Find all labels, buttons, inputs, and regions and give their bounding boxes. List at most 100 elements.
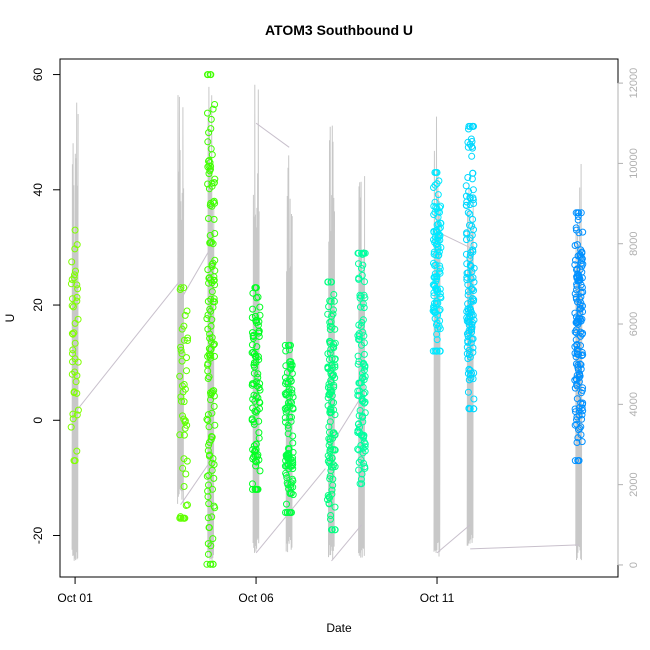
point-0-33: [69, 350, 76, 358]
point-2-10: [211, 101, 219, 108]
y2-tick-label-0: 0: [628, 562, 640, 568]
point-5-33: [324, 402, 332, 410]
point-6-91: [360, 390, 368, 398]
point-5-114: [327, 512, 335, 519]
point-0-23: [73, 297, 81, 305]
point-2-11: [207, 115, 215, 123]
point-7-106: [436, 347, 444, 355]
point-4-95: [282, 509, 289, 516]
point-9-130: [573, 266, 580, 274]
point-2-133: [210, 179, 218, 187]
point-1-44: [180, 415, 188, 423]
point-9-142: [571, 457, 579, 465]
point-2-31: [210, 295, 218, 303]
point-8-123: [469, 246, 477, 254]
point-4-87: [284, 445, 292, 452]
point-9-138: [575, 229, 583, 237]
point-8-129: [464, 281, 472, 289]
point-2-139: [204, 367, 212, 375]
point-1-11: [183, 307, 191, 315]
point-4-47: [288, 386, 296, 394]
point-9-83: [574, 320, 582, 328]
point-4-64: [288, 370, 296, 377]
x-axis-title: Date: [326, 621, 352, 635]
point-2-113: [206, 239, 214, 247]
point-5-36: [324, 310, 332, 318]
point-9-36: [578, 349, 586, 356]
y2-tick-label-2: 4000: [628, 392, 640, 416]
point-9-143: [578, 274, 586, 282]
point-7-19: [433, 336, 441, 344]
point-6-min: [358, 480, 366, 488]
point-6-72: [361, 294, 369, 302]
point-8-114: [464, 143, 472, 151]
point-6-21: [360, 304, 368, 312]
point-2-112: [209, 303, 217, 311]
point-2-14: [208, 409, 216, 417]
point-2-76: [205, 471, 213, 479]
point-9-147: [574, 361, 582, 369]
point-0-34: [74, 358, 82, 366]
point-3-71: [255, 333, 263, 340]
point-8-18: [464, 300, 472, 308]
point-6-6: [354, 360, 362, 368]
point-5-108: [325, 441, 333, 449]
point-8-117: [468, 122, 476, 130]
point-2-54: [206, 232, 214, 239]
y-tick-label-1: 0: [31, 417, 45, 424]
point-1-38: [177, 284, 185, 292]
point-8-99: [463, 276, 471, 284]
point-8-101: [469, 169, 477, 177]
point-2-51: [208, 151, 216, 159]
point-6-85: [358, 265, 365, 272]
point-7-91: [429, 281, 437, 289]
point-5-98: [329, 434, 337, 442]
point-2-93: [204, 550, 212, 558]
point-1-1: [180, 431, 188, 439]
point-1-25: [183, 354, 190, 362]
point-3-86: [253, 453, 261, 460]
point-0-8: [70, 274, 78, 282]
point-8-122: [463, 314, 471, 322]
point-1-36: [180, 322, 188, 330]
point-8-67: [464, 287, 472, 295]
point-7-96: [433, 319, 441, 327]
point-6-55: [355, 358, 363, 365]
point-3-35: [249, 404, 257, 412]
point-0-26: [72, 267, 79, 275]
point-9-91: [577, 328, 584, 336]
point-3-min: [252, 485, 260, 493]
point-0-24: [69, 415, 77, 423]
point-5-105: [328, 392, 336, 400]
point-9-39: [572, 336, 580, 344]
point-7-84: [431, 208, 439, 216]
point-9-113: [579, 384, 587, 392]
point-8-10: [463, 260, 471, 268]
point-6-82: [358, 341, 365, 349]
y-tick-label-3: 40: [31, 183, 45, 197]
point-3-40: [254, 370, 262, 378]
point-9-101: [578, 284, 586, 291]
point-5-34: [329, 306, 337, 314]
y2-tick-label-6: 12000: [628, 68, 640, 99]
point-8-7: [469, 215, 477, 223]
point-6-70: [361, 278, 368, 286]
point-8-62: [470, 241, 478, 249]
point-0-32: [73, 293, 81, 301]
point-8-95: [464, 355, 472, 363]
point-3-70: [255, 434, 263, 442]
point-9-66: [578, 386, 586, 394]
point-0-22: [68, 258, 76, 266]
point-6-51: [359, 383, 367, 391]
point-2-131: [204, 71, 211, 79]
point-9-121: [576, 370, 584, 378]
point-5-70: [325, 423, 333, 431]
point-9-120: [578, 438, 586, 446]
point-3-85: [253, 316, 261, 324]
point-5-31: [330, 291, 338, 298]
point-4-84: [282, 391, 290, 399]
point-5-55: [325, 435, 333, 443]
point-3-65: [253, 294, 260, 302]
point-1-27: [182, 502, 190, 509]
point-6-30: [355, 379, 363, 387]
